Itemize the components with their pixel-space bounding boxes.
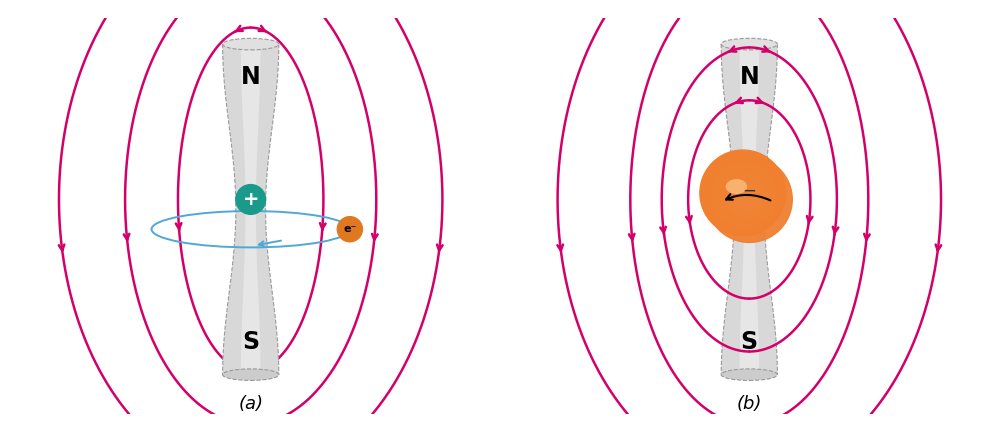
Circle shape: [236, 184, 266, 214]
Ellipse shape: [721, 369, 777, 381]
Text: N: N: [241, 65, 261, 89]
Ellipse shape: [721, 38, 777, 50]
Text: e⁻: e⁻: [343, 224, 357, 234]
Ellipse shape: [726, 179, 747, 194]
Ellipse shape: [223, 38, 279, 50]
Polygon shape: [241, 44, 261, 375]
Text: S: S: [242, 330, 259, 354]
Ellipse shape: [223, 369, 279, 381]
Circle shape: [706, 156, 792, 242]
Polygon shape: [223, 44, 279, 375]
Circle shape: [725, 175, 768, 218]
Text: −: −: [742, 182, 756, 200]
Circle shape: [712, 162, 777, 227]
Circle shape: [734, 184, 760, 210]
Circle shape: [337, 217, 362, 242]
Polygon shape: [721, 44, 777, 375]
Text: (b): (b): [737, 395, 762, 413]
Text: +: +: [242, 190, 259, 209]
Text: S: S: [741, 330, 758, 354]
Polygon shape: [739, 44, 759, 375]
Text: N: N: [739, 65, 759, 89]
Circle shape: [700, 150, 786, 236]
Text: (a): (a): [238, 395, 263, 413]
